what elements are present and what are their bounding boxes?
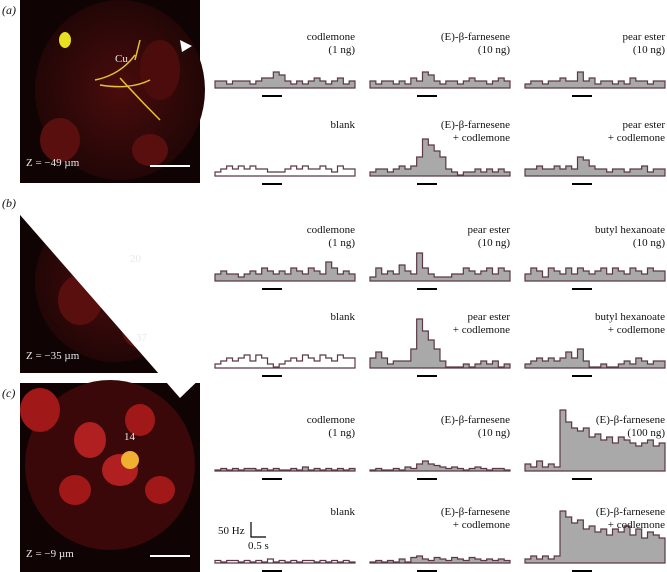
image-label: 14	[124, 431, 136, 443]
histogram	[524, 267, 666, 282]
histogram	[214, 71, 356, 89]
histogram	[524, 156, 666, 177]
trace-label: butyl hexanoate	[595, 311, 665, 323]
trace-label: (E)-β-farnesene	[441, 119, 510, 131]
trace-label: (E)-β-farnesene	[441, 31, 510, 43]
histogram	[214, 558, 356, 564]
trace-label: (10 ng)	[633, 237, 665, 249]
histogram	[369, 555, 511, 564]
histogram	[214, 261, 356, 282]
depth-label: Z = −35 µm	[26, 350, 80, 362]
trace-label: (1 ng)	[328, 427, 355, 439]
panel-letter: (c)	[2, 386, 15, 400]
trace-label: blank	[331, 311, 356, 323]
panel-letter: (b)	[2, 196, 16, 210]
trace-label: + codlemone	[608, 324, 665, 336]
histogram	[524, 409, 666, 472]
trace-label: codlemone	[307, 224, 355, 236]
trace-label: blank	[331, 506, 356, 518]
trace-label: (10 ng)	[478, 44, 510, 56]
image-a	[20, 0, 205, 183]
trace-label: pear ester	[623, 31, 666, 43]
trace-label: + codlemone	[453, 519, 510, 531]
histogram	[524, 510, 666, 564]
histogram	[214, 354, 356, 369]
histogram	[524, 348, 666, 369]
image-c	[0, 182, 404, 572]
scale-y-label: 50 Hz	[218, 525, 245, 537]
histogram	[524, 71, 666, 89]
scale-x-label: 0.5 s	[248, 540, 269, 552]
trace-label: codlemone	[307, 414, 355, 426]
trace-label: pear ester	[623, 119, 666, 131]
trace-label: (10 ng)	[478, 237, 510, 249]
histogram	[369, 138, 511, 177]
panel-letter: (a)	[2, 3, 16, 17]
depth-label: Z = −9 µm	[26, 548, 74, 560]
trace-label: (1 ng)	[328, 44, 355, 56]
histogram	[369, 252, 511, 282]
image-label: Cu	[115, 53, 128, 65]
trace-label: butyl hexanoate	[595, 224, 665, 236]
trace-label: (E)-β-farnesene	[596, 506, 665, 518]
trace-label: (E)-β-farnesene	[596, 414, 665, 426]
depth-label: Z = −49 µm	[26, 157, 80, 169]
image-label: 20	[130, 253, 142, 265]
trace-label: (100 ng)	[627, 427, 665, 439]
histogram	[369, 71, 511, 89]
trace-label: (10 ng)	[478, 427, 510, 439]
trace-label: (E)-β-farnesene	[441, 506, 510, 518]
trace-label: blank	[331, 119, 356, 131]
trace-label: + codlemone	[608, 132, 665, 144]
scale-bar	[250, 522, 266, 538]
trace-label: (10 ng)	[633, 44, 665, 56]
trace-label: pear ester	[468, 311, 511, 323]
trace-label: + codlemone	[453, 324, 510, 336]
trace-label: + codlemone	[453, 132, 510, 144]
trace-label: (1 ng)	[328, 237, 355, 249]
image-label: 37	[136, 332, 148, 344]
histogram	[369, 460, 511, 472]
trace-label: (E)-β-farnesene	[441, 414, 510, 426]
histogram	[369, 318, 511, 369]
trace-label: codlemone	[307, 31, 355, 43]
trace-label: + codlemone	[608, 519, 665, 531]
histogram	[214, 165, 356, 177]
trace-label: pear ester	[468, 224, 511, 236]
histogram	[214, 466, 356, 472]
